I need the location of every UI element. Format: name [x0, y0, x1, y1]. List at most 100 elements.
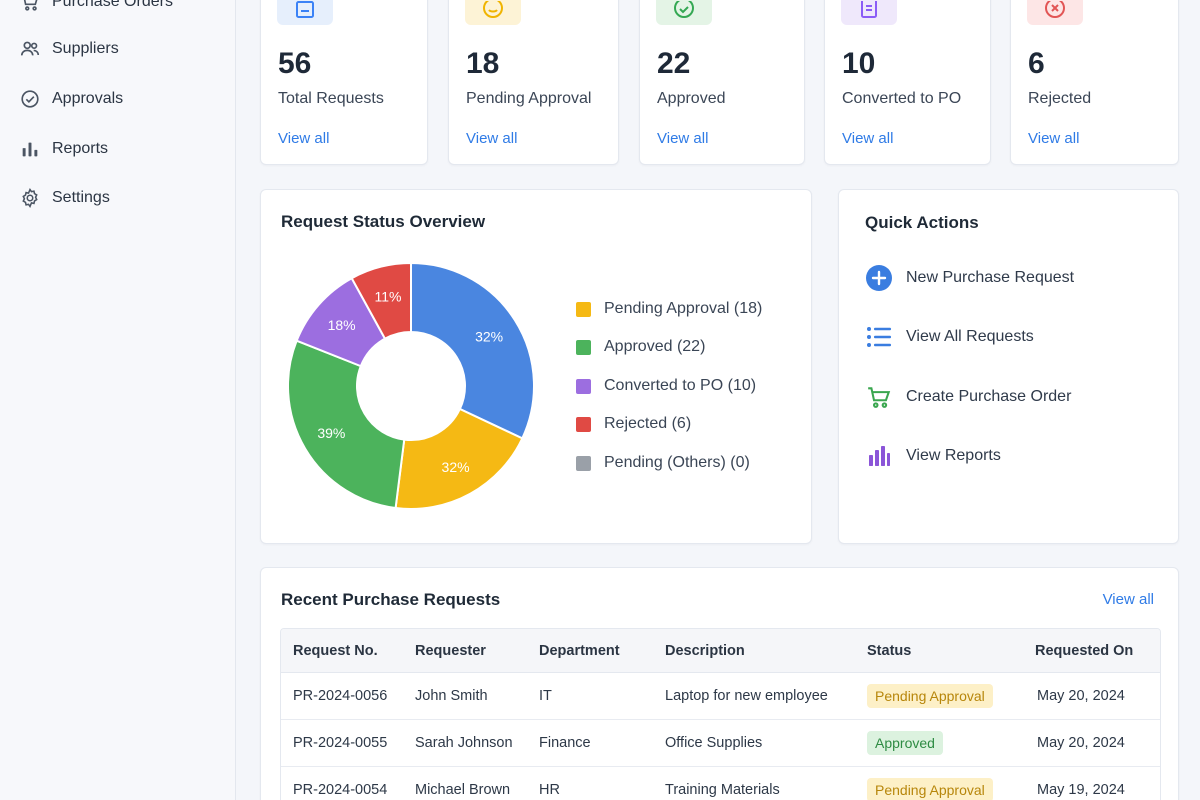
table-row[interactable]: PR-2024-0055 Sarah Johnson Finance Offic… — [281, 720, 1160, 767]
legend-swatch — [576, 301, 591, 317]
donut-slice-blue — [410, 261, 535, 440]
cart-icon — [18, 0, 42, 14]
request-no: PR-2024-0056 — [293, 688, 388, 704]
stat-label: Rejected — [1028, 90, 1092, 107]
table-row[interactable]: PR-2024-0054 Michael Brown HR Training M… — [281, 767, 1160, 800]
sidebar-item-label: Purchase Orders — [52, 0, 173, 10]
slice-label: 11% — [375, 288, 402, 304]
slice-label: 18% — [328, 317, 356, 333]
sidebar-item-reports[interactable]: Reports — [18, 135, 108, 163]
view-reports-action[interactable]: View Reports — [865, 442, 1001, 470]
request-no: PR-2024-0055 — [293, 735, 388, 751]
donut-slice-red — [350, 261, 412, 341]
document-icon — [277, 0, 333, 25]
stat-value: 56 — [278, 47, 312, 80]
check-circle-icon — [18, 87, 42, 111]
stat-card-converted-to-po: 10 Converted to PO View all — [824, 0, 991, 165]
column-header[interactable]: Requester — [415, 642, 486, 659]
column-header[interactable]: Description — [665, 642, 745, 659]
column-header[interactable]: Request No. — [293, 642, 378, 659]
view-all-link[interactable]: View all — [842, 130, 894, 147]
stat-card-approved: 22 Approved View all — [639, 0, 805, 165]
check-icon — [656, 0, 712, 25]
view-all-link[interactable]: View all — [657, 130, 709, 147]
status-cell: Pending Approval — [867, 767, 993, 800]
table-row[interactable]: PR-2024-0056 John Smith IT Laptop for ne… — [281, 673, 1160, 720]
slice-label: 32% — [475, 328, 503, 344]
stat-label: Total Requests — [278, 90, 384, 107]
stat-label: Approved — [657, 90, 726, 107]
panel-title: Quick Actions — [865, 213, 979, 232]
legend-swatch — [576, 455, 591, 471]
view-all-link[interactable]: View all — [1102, 591, 1154, 608]
department: IT — [539, 688, 552, 704]
requester: John Smith — [415, 688, 488, 704]
recent-requests-panel: Recent Purchase Requests View all Reques… — [260, 567, 1179, 800]
donut-chart: 32% 32% 39% 18% 11% — [287, 261, 535, 510]
create-purchase-order-action[interactable]: Create Purchase Order — [865, 383, 1071, 411]
status-badge: Pending Approval — [867, 684, 993, 708]
clock-icon — [465, 0, 521, 25]
legend-item-rejected: Rejected (6) — [576, 415, 691, 433]
plus-circle-icon — [865, 264, 893, 292]
stat-value: 22 — [657, 47, 691, 80]
sidebar-item-label: Settings — [52, 189, 110, 206]
stat-card-pending-approval: 18 Pending Approval View all — [448, 0, 619, 165]
clipboard-icon — [841, 0, 897, 25]
bar-chart-icon — [865, 442, 893, 470]
view-all-link[interactable]: View all — [278, 130, 330, 147]
requested-on: May 19, 2024 — [1037, 782, 1125, 798]
panel-title: Recent Purchase Requests — [281, 590, 501, 609]
sidebar-item-label: Reports — [52, 140, 109, 157]
legend-item-approved: Approved (22) — [576, 338, 705, 356]
status-cell: Approved — [867, 720, 943, 766]
requested-on: May 20, 2024 — [1037, 688, 1125, 704]
stat-label: Pending Approval — [466, 90, 592, 107]
sidebar-item-label: Suppliers — [52, 40, 119, 57]
stat-card-rejected: 6 Rejected View all — [1010, 0, 1179, 165]
column-header[interactable]: Requested On — [1035, 642, 1134, 659]
requests-table: Request No. Requester Department Descrip… — [280, 628, 1161, 800]
sidebar-item-approvals[interactable]: Approvals — [18, 85, 123, 113]
action-label: View Reports — [906, 447, 1001, 464]
description: Training Materials — [665, 782, 780, 798]
department: HR — [539, 782, 560, 798]
sidebar-item-settings[interactable]: Settings — [18, 184, 110, 212]
status-cell: Pending Approval — [867, 673, 993, 719]
legend-label: Rejected (6) — [604, 415, 692, 432]
slice-label: 32% — [442, 459, 470, 475]
legend-label: Pending (Others) (0) — [604, 454, 750, 471]
new-purchase-request-action[interactable]: New Purchase Request — [865, 264, 1074, 292]
list-icon — [865, 323, 893, 351]
sidebar-item-label: Approvals — [52, 90, 124, 107]
donut-slice-green — [287, 339, 406, 510]
column-header[interactable]: Status — [867, 642, 912, 659]
legend-item-pending-approval: Pending Approval (18) — [576, 300, 762, 318]
request-no: PR-2024-0054 — [293, 782, 388, 798]
view-all-link[interactable]: View all — [1028, 130, 1080, 147]
stat-value: 10 — [842, 47, 876, 80]
requested-on: May 20, 2024 — [1037, 735, 1125, 751]
panel-title: Request Status Overview — [281, 212, 486, 231]
legend-swatch — [576, 339, 591, 355]
action-label: Create Purchase Order — [906, 388, 1072, 405]
stat-label: Converted to PO — [842, 90, 962, 107]
gear-icon — [18, 186, 42, 210]
action-label: New Purchase Request — [906, 269, 1075, 286]
legend-label: Pending Approval (18) — [604, 300, 763, 317]
legend-label: Converted to PO (10) — [604, 377, 757, 394]
view-all-link[interactable]: View all — [466, 130, 518, 147]
bar-chart-icon — [18, 137, 42, 161]
status-badge: Pending Approval — [867, 778, 993, 800]
legend-swatch — [576, 378, 591, 394]
column-header[interactable]: Department — [539, 642, 620, 659]
view-all-requests-action[interactable]: View All Requests — [865, 323, 1034, 351]
legend-item-pending-others: Pending (Others) (0) — [576, 454, 750, 472]
legend-label: Approved (22) — [604, 338, 706, 355]
stat-value: 6 — [1028, 47, 1045, 80]
slice-label: 39% — [317, 425, 345, 441]
sidebar-item-purchase-orders[interactable]: Purchase Orders — [18, 0, 173, 16]
sidebar-item-suppliers[interactable]: Suppliers — [18, 35, 119, 63]
requester: Sarah Johnson — [415, 735, 513, 751]
stat-value: 18 — [466, 47, 500, 80]
